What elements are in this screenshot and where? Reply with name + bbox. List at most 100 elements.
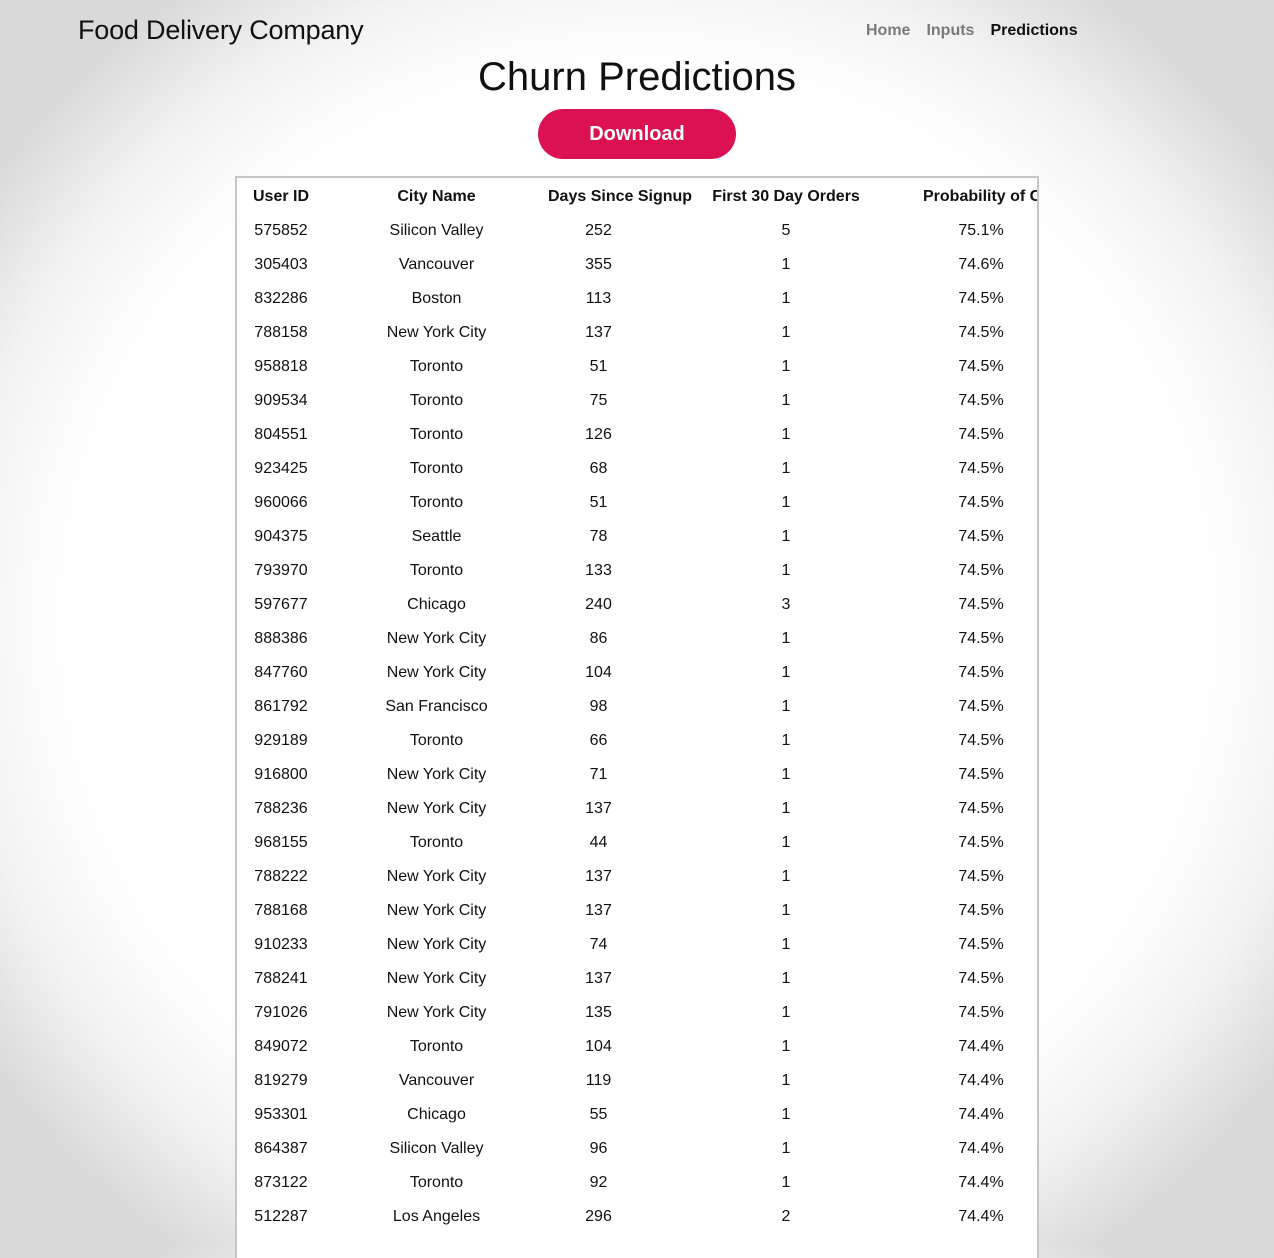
table-row: 904375 Seattle 78 1 74.5% [237, 520, 1037, 554]
table-row: 888386 New York City 86 1 74.5% [237, 622, 1037, 656]
cell-city-name: Vancouver [398, 1072, 475, 1089]
cell-days-since-signup: 252 [585, 222, 612, 239]
predictions-table-container: User ID City Name Days Since Signup First 3… [235, 176, 1039, 1258]
table-row: 953301 Chicago 55 1 74.4% [237, 1098, 1037, 1132]
cell-user-id: 864387 [254, 1140, 308, 1157]
cell-days-since-signup: 137 [585, 800, 612, 817]
cell-city-name: Toronto [409, 834, 464, 851]
cell-days-since-signup: 55 [589, 1106, 608, 1123]
cell-city-name: Toronto [409, 426, 464, 443]
table-row: 929189 Toronto 66 1 74.5% [237, 724, 1037, 758]
cell-user-id: 904375 [254, 528, 308, 545]
cell-city-name: New York City [386, 324, 487, 341]
cell-city-name: Silicon Valley [389, 1140, 484, 1157]
cell-city-name: Toronto [409, 494, 464, 511]
cell-user-id: 791026 [254, 1004, 308, 1021]
cell-user-id: 512287 [254, 1208, 308, 1225]
column-header-days-since-signup: Days Since Signup [548, 188, 693, 205]
cell-probability-of-churn: 74.4% [958, 1038, 1004, 1055]
table-row: 832286 Boston 113 1 74.5% [237, 282, 1037, 316]
cell-city-name: Boston [411, 290, 462, 307]
cell-first-30-day-orders: 1 [781, 562, 791, 579]
table-row: 788158 New York City 137 1 74.5% [237, 316, 1037, 350]
cell-user-id: 597677 [254, 596, 308, 613]
table-row: 916800 New York City 71 1 74.5% [237, 758, 1037, 792]
table-row: 923425 Toronto 68 1 74.5% [237, 452, 1037, 486]
cell-user-id: 958818 [254, 358, 308, 375]
brand-logo-text[interactable]: Food Delivery Company [78, 15, 364, 45]
cell-probability-of-churn: 74.4% [958, 1174, 1004, 1191]
cell-days-since-signup: 86 [589, 630, 608, 647]
cell-days-since-signup: 96 [589, 1140, 608, 1157]
table-row: 849072 Toronto 104 1 74.4% [237, 1030, 1037, 1064]
nav-inputs-link[interactable]: Inputs [926, 22, 975, 39]
table-row: 958818 Toronto 51 1 74.5% [237, 350, 1037, 384]
predictions-table: User ID City Name Days Since Signup First 3… [237, 178, 1037, 1234]
cell-probability-of-churn: 74.4% [958, 1208, 1004, 1225]
table-row: 873122 Toronto 92 1 74.4% [237, 1166, 1037, 1200]
table-row: 861792 San Francisco 98 1 74.5% [237, 690, 1037, 724]
cell-probability-of-churn: 74.5% [958, 630, 1004, 647]
cell-days-since-signup: 98 [589, 698, 608, 715]
cell-user-id: 575852 [254, 222, 308, 239]
cell-probability-of-churn: 74.5% [958, 936, 1004, 953]
cell-user-id: 305403 [254, 256, 308, 273]
cell-city-name: Toronto [409, 460, 464, 477]
cell-first-30-day-orders: 1 [781, 1038, 791, 1055]
cell-city-name: Los Angeles [392, 1208, 481, 1225]
cell-city-name: New York City [386, 970, 487, 987]
table-row: 909534 Toronto 75 1 74.5% [237, 384, 1037, 418]
cell-city-name: Vancouver [398, 256, 475, 273]
cell-probability-of-churn: 74.6% [958, 256, 1004, 273]
cell-city-name: Seattle [411, 528, 462, 545]
nav-home-link[interactable]: Home [866, 22, 911, 39]
cell-probability-of-churn: 74.5% [958, 392, 1004, 409]
cell-city-name: New York City [386, 1004, 487, 1021]
cell-probability-of-churn: 74.5% [958, 596, 1004, 613]
cell-first-30-day-orders: 1 [781, 1004, 791, 1021]
cell-city-name: Toronto [409, 562, 464, 579]
cell-first-30-day-orders: 1 [781, 392, 791, 409]
cell-days-since-signup: 92 [589, 1174, 608, 1191]
cell-probability-of-churn: 74.5% [958, 562, 1004, 579]
nav-predictions-link[interactable]: Predictions [990, 22, 1078, 39]
column-header-city-name: City Name [397, 188, 476, 205]
cell-user-id: 788236 [254, 800, 308, 817]
download-button[interactable]: Download [538, 109, 736, 159]
cell-user-id: 832286 [254, 290, 308, 307]
cell-first-30-day-orders: 1 [781, 460, 791, 477]
cell-first-30-day-orders: 5 [781, 222, 791, 239]
cell-first-30-day-orders: 1 [781, 426, 791, 443]
table-row: 788241 New York City 137 1 74.5% [237, 962, 1037, 996]
table-row: 819279 Vancouver 119 1 74.4% [237, 1064, 1037, 1098]
cell-first-30-day-orders: 1 [781, 256, 791, 273]
cell-days-since-signup: 119 [585, 1072, 612, 1089]
cell-days-since-signup: 68 [589, 460, 608, 477]
cell-user-id: 804551 [254, 426, 308, 443]
cell-probability-of-churn: 74.5% [958, 528, 1004, 545]
cell-first-30-day-orders: 1 [781, 358, 791, 375]
cell-city-name: New York City [386, 630, 487, 647]
cell-probability-of-churn: 74.5% [958, 460, 1004, 477]
cell-first-30-day-orders: 1 [781, 902, 791, 919]
cell-city-name: Toronto [409, 732, 464, 749]
cell-probability-of-churn: 74.5% [958, 698, 1004, 715]
cell-first-30-day-orders: 1 [781, 494, 791, 511]
table-row: 788168 New York City 137 1 74.5% [237, 894, 1037, 928]
cell-user-id: 861792 [254, 698, 308, 715]
cell-first-30-day-orders: 1 [781, 732, 791, 749]
cell-days-since-signup: 51 [589, 494, 608, 511]
cell-first-30-day-orders: 1 [781, 1140, 791, 1157]
cell-probability-of-churn: 74.5% [958, 290, 1004, 307]
column-header-user-id: User ID [252, 188, 310, 205]
cell-user-id: 847760 [254, 664, 308, 681]
cell-probability-of-churn: 74.5% [958, 800, 1004, 817]
table-row: 804551 Toronto 126 1 74.5% [237, 418, 1037, 452]
table-row: 597677 Chicago 240 3 74.5% [237, 588, 1037, 622]
cell-user-id: 788168 [254, 902, 308, 919]
cell-days-since-signup: 137 [585, 868, 612, 885]
table-row: 791026 New York City 135 1 74.5% [237, 996, 1037, 1030]
cell-city-name: Silicon Valley [389, 222, 484, 239]
cell-user-id: 819279 [254, 1072, 308, 1089]
cell-user-id: 788158 [254, 324, 308, 341]
